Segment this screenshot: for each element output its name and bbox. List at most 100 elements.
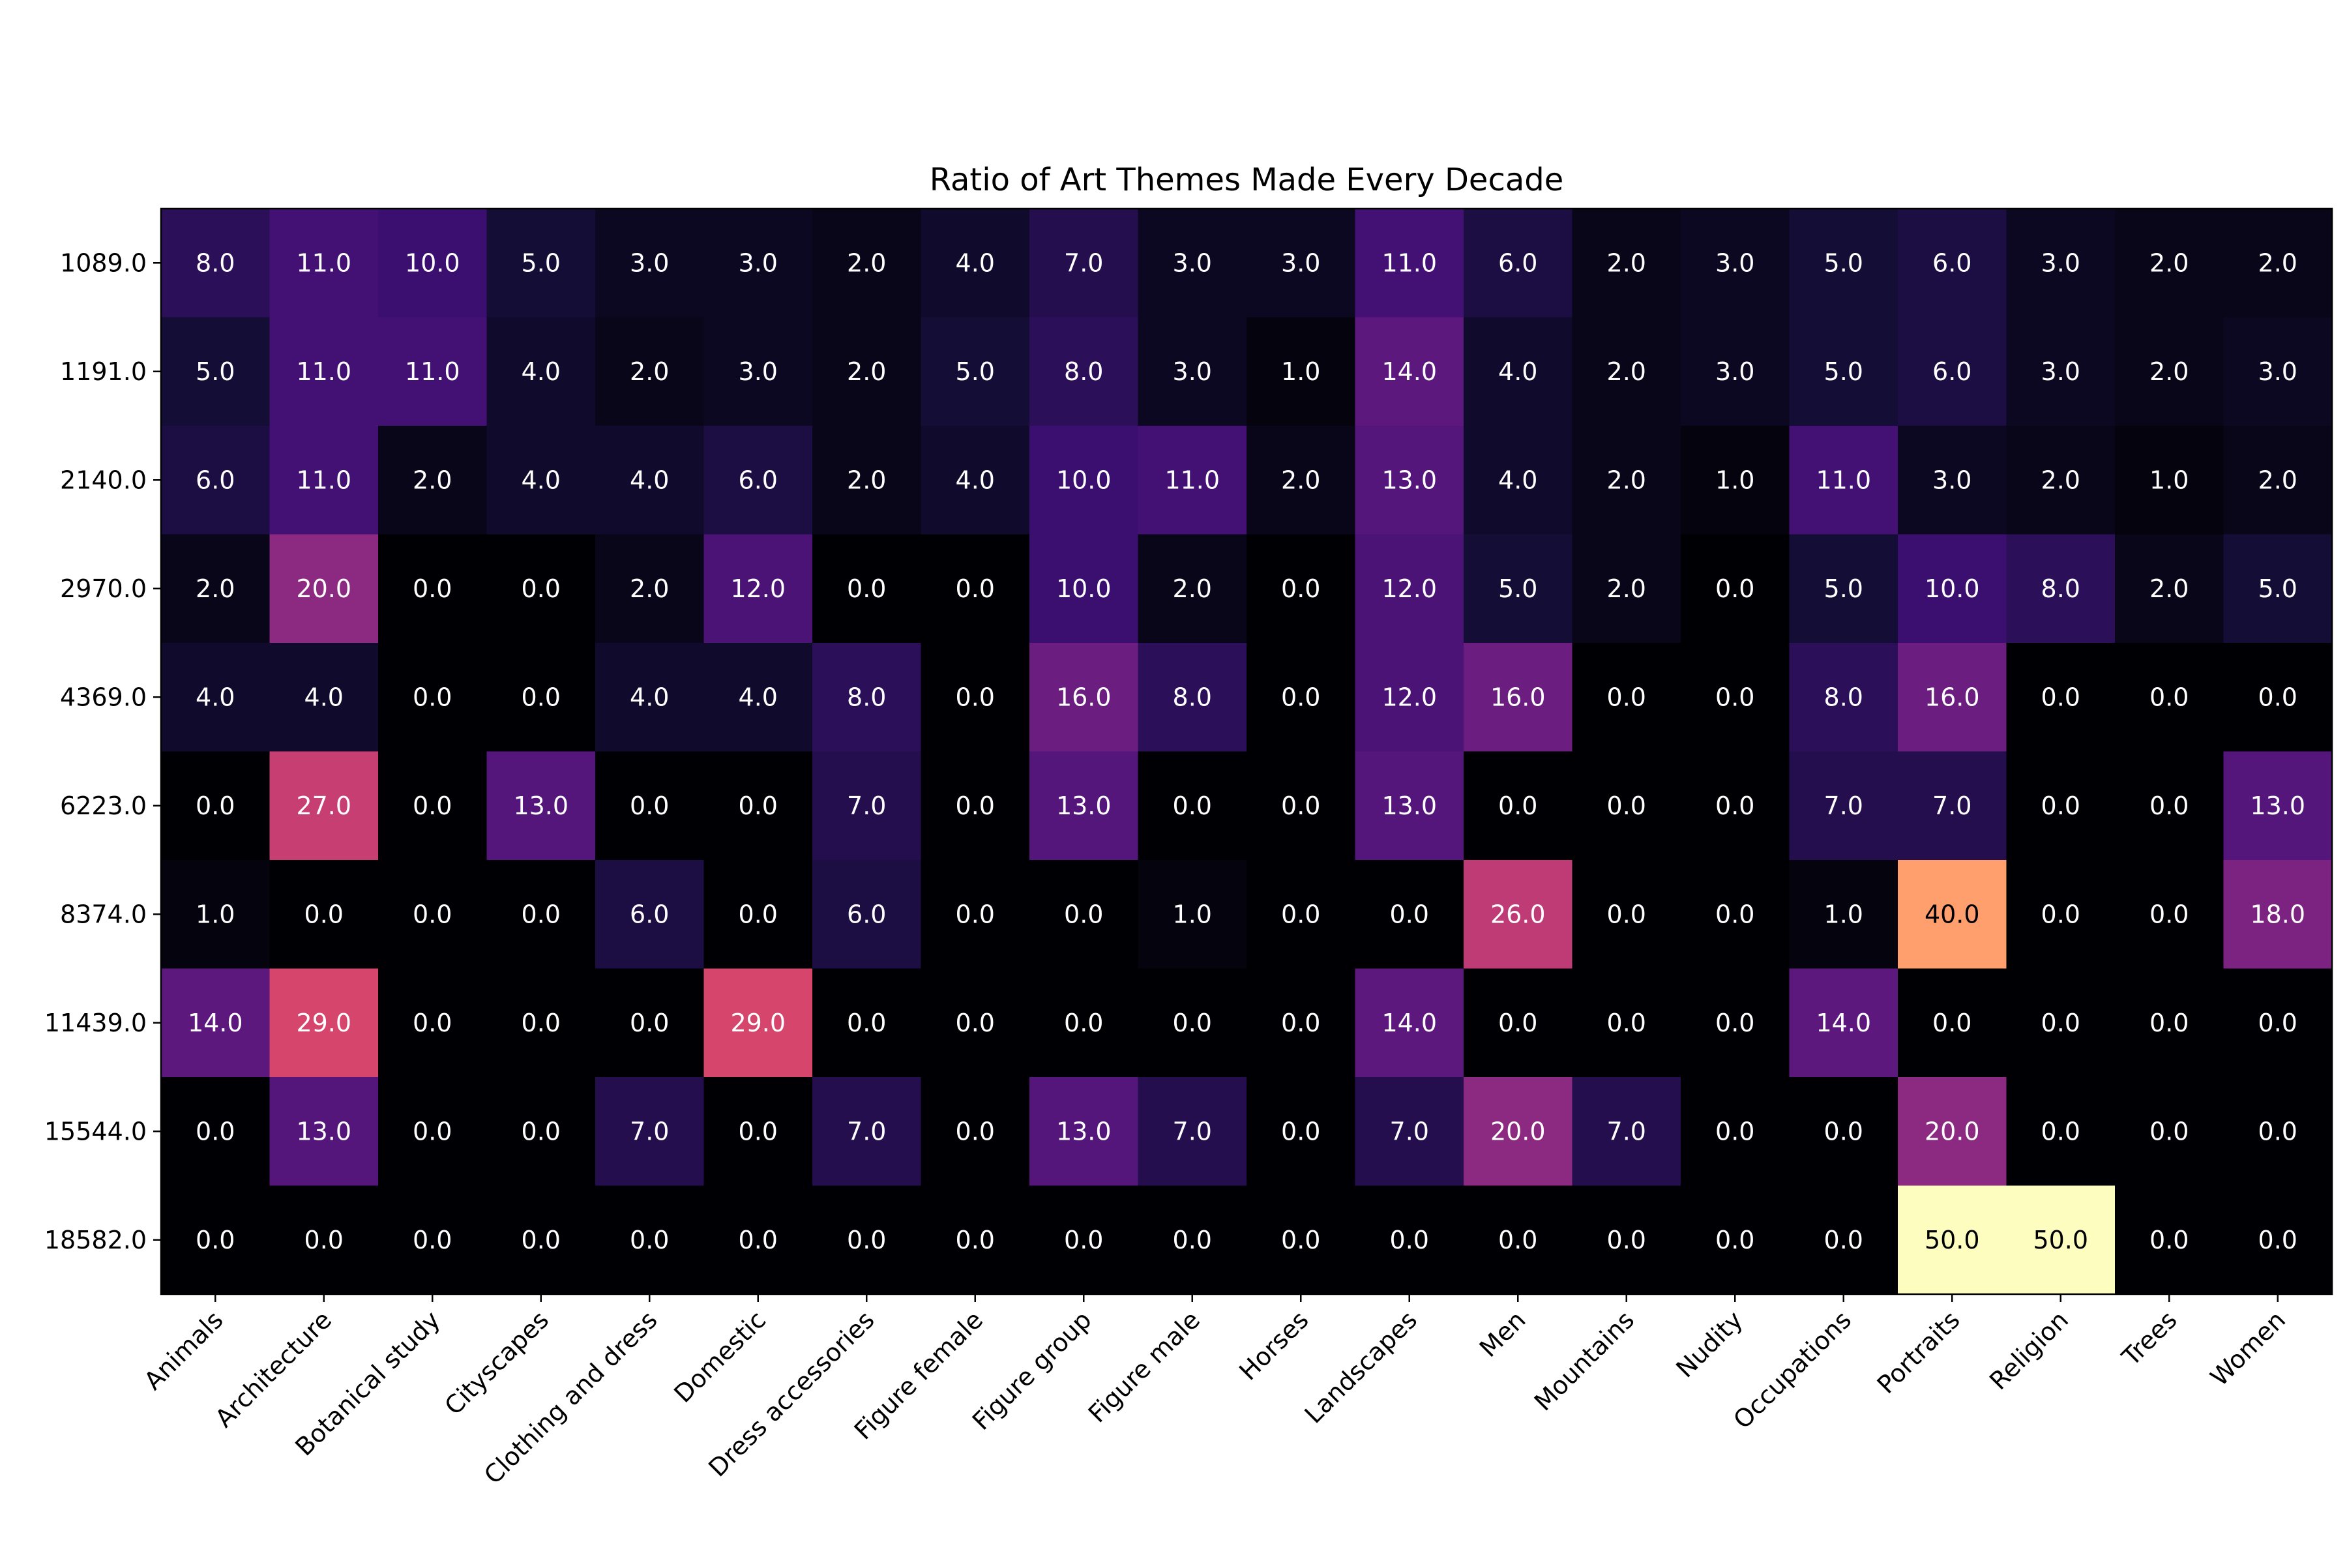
cell-value-label: 8.0 (847, 683, 886, 711)
cell-value-label: 7.0 (1824, 791, 1863, 820)
heatmap-cell-1191-0-figure-group (1029, 317, 1139, 426)
heatmap-cell-18582-0-nudity (1681, 1185, 1790, 1295)
heatmap-cell-2970-0-architecture (269, 534, 379, 643)
heatmap-cell-15544-0-cityscapes (486, 1077, 596, 1187)
cell-value-label: 14.0 (188, 1009, 243, 1037)
heatmap-cell-18582-0-dress-accessories (812, 1185, 922, 1295)
cell-value-label: 8.0 (2041, 574, 2080, 603)
heatmap-cell-4369-0-architecture (269, 643, 379, 752)
y-tick-label: 8374.0 (60, 900, 147, 928)
heatmap-cell-15544-0-animals (161, 1077, 271, 1187)
cell-value-label: 0.0 (847, 1009, 886, 1037)
heatmap-cell-2140-0-cityscapes (486, 426, 596, 535)
cell-value-label: 2.0 (2149, 574, 2189, 603)
heatmap-cell-11439-0-clothing-and-dress (595, 968, 705, 1078)
heatmap-cell-6223-0-clothing-and-dress (595, 751, 705, 861)
cell-value-label: 0.0 (413, 791, 452, 820)
heatmap-cell-4369-0-men (1464, 643, 1573, 752)
cell-value-label: 0.0 (522, 900, 561, 928)
cell-value-label: 0.0 (522, 683, 561, 711)
heatmap-cell-6223-0-botanical-study (378, 751, 488, 861)
heatmap-cell-6223-0-women (2223, 751, 2333, 861)
heatmap-cell-1089-0-animals (161, 209, 271, 318)
heatmap-cell-18582-0-men (1464, 1185, 1573, 1295)
cell-value-label: 0.0 (739, 1226, 778, 1254)
heatmap-cell-1191-0-dress-accessories (812, 317, 922, 426)
cell-value-label: 0.0 (1173, 1009, 1212, 1037)
heatmap-cell-15544-0-figure-female (921, 1077, 1030, 1187)
heatmap-cell-8374-0-figure-group (1029, 860, 1139, 969)
cell-value-label: 2.0 (847, 357, 886, 386)
cell-value-label: 6.0 (1932, 357, 1971, 386)
heatmap-cell-4369-0-domestic (703, 643, 813, 752)
cell-value-label: 3.0 (630, 248, 669, 277)
cell-value-label: 0.0 (847, 574, 886, 603)
cell-value-label: 11.0 (296, 357, 351, 386)
heatmap-cell-8374-0-horses (1247, 860, 1356, 969)
heatmap-cell-18582-0-figure-female (921, 1185, 1030, 1295)
heatmap-cell-4369-0-landscapes (1355, 643, 1464, 752)
cell-value-label: 11.0 (405, 357, 460, 386)
cell-value-label: 0.0 (1281, 900, 1320, 928)
cell-value-label: 0.0 (1064, 900, 1103, 928)
heatmap-cell-1191-0-architecture (269, 317, 379, 426)
heatmap-cell-4369-0-occupations (1789, 643, 1898, 752)
cell-value-label: 0.0 (2149, 1117, 2189, 1146)
cell-value-label: 4.0 (630, 683, 669, 711)
heatmap-cell-18582-0-horses (1247, 1185, 1356, 1295)
heatmap-cell-18582-0-religion (2006, 1185, 2116, 1295)
cell-value-label: 0.0 (1064, 1226, 1103, 1254)
cell-value-label: 0.0 (1064, 1009, 1103, 1037)
heatmap-cell-1191-0-women (2223, 317, 2333, 426)
cell-value-label: 7.0 (1607, 1117, 1646, 1146)
cell-value-label: 13.0 (296, 1117, 351, 1146)
heatmap-cell-1191-0-cityscapes (486, 317, 596, 426)
heatmap-cell-2140-0-domestic (703, 426, 813, 535)
cell-value-label: 0.0 (1173, 791, 1212, 820)
cell-value-label: 6.0 (1498, 248, 1537, 277)
heatmap-cell-18582-0-figure-group (1029, 1185, 1139, 1295)
heatmap-cell-8374-0-portraits (1898, 860, 2007, 969)
heatmap-cell-2970-0-mountains (1572, 534, 1681, 643)
cell-value-label: 0.0 (522, 1009, 561, 1037)
cell-value-label: 0.0 (2041, 791, 2080, 820)
cell-value-label: 6.0 (630, 900, 669, 928)
heatmap-cell-1089-0-domestic (703, 209, 813, 318)
heatmap-cell-8374-0-figure-female (921, 860, 1030, 969)
heatmap-cell-6223-0-figure-male (1138, 751, 1247, 861)
heatmap-cell-15544-0-religion (2006, 1077, 2116, 1187)
heatmap-cell-8374-0-domestic (703, 860, 813, 969)
cell-value-label: 0.0 (1607, 1226, 1646, 1254)
heatmap-cell-8374-0-dress-accessories (812, 860, 922, 969)
heatmap-cell-1089-0-occupations (1789, 209, 1898, 318)
cell-value-label: 11.0 (1164, 466, 1220, 494)
cell-value-label: 2.0 (630, 357, 669, 386)
heatmap-cell-6223-0-dress-accessories (812, 751, 922, 861)
heatmap-cell-8374-0-occupations (1789, 860, 1898, 969)
heatmap-cell-2970-0-landscapes (1355, 534, 1464, 643)
heatmap-cell-2970-0-men (1464, 534, 1573, 643)
cell-value-label: 40.0 (1925, 900, 1980, 928)
heatmap-cell-18582-0-domestic (703, 1185, 813, 1295)
cell-value-label: 0.0 (413, 574, 452, 603)
heatmap-cell-8374-0-women (2223, 860, 2333, 969)
heatmap-cell-11439-0-botanical-study (378, 968, 488, 1078)
cell-value-label: 18.0 (2250, 900, 2305, 928)
heatmap-cell-4369-0-portraits (1898, 643, 2007, 752)
cell-value-label: 11.0 (1381, 248, 1437, 277)
heatmap-cell-6223-0-architecture (269, 751, 379, 861)
heatmap-cell-2140-0-botanical-study (378, 426, 488, 535)
heatmap-cell-15544-0-portraits (1898, 1077, 2007, 1187)
cell-value-label: 0.0 (956, 574, 995, 603)
y-tick-label: 4369.0 (60, 683, 147, 711)
cell-value-label: 2.0 (1607, 574, 1646, 603)
heatmap-cell-4369-0-figure-male (1138, 643, 1247, 752)
heatmap-cell-2140-0-architecture (269, 426, 379, 535)
heatmap-cell-1191-0-domestic (703, 317, 813, 426)
heatmap-cell-15544-0-women (2223, 1077, 2333, 1187)
heatmap-cell-2140-0-figure-male (1138, 426, 1247, 535)
cell-value-label: 0.0 (1607, 683, 1646, 711)
heatmap-cell-18582-0-trees (2115, 1185, 2224, 1295)
cell-value-label: 0.0 (1173, 1226, 1212, 1254)
heatmap-cell-2970-0-dress-accessories (812, 534, 922, 643)
